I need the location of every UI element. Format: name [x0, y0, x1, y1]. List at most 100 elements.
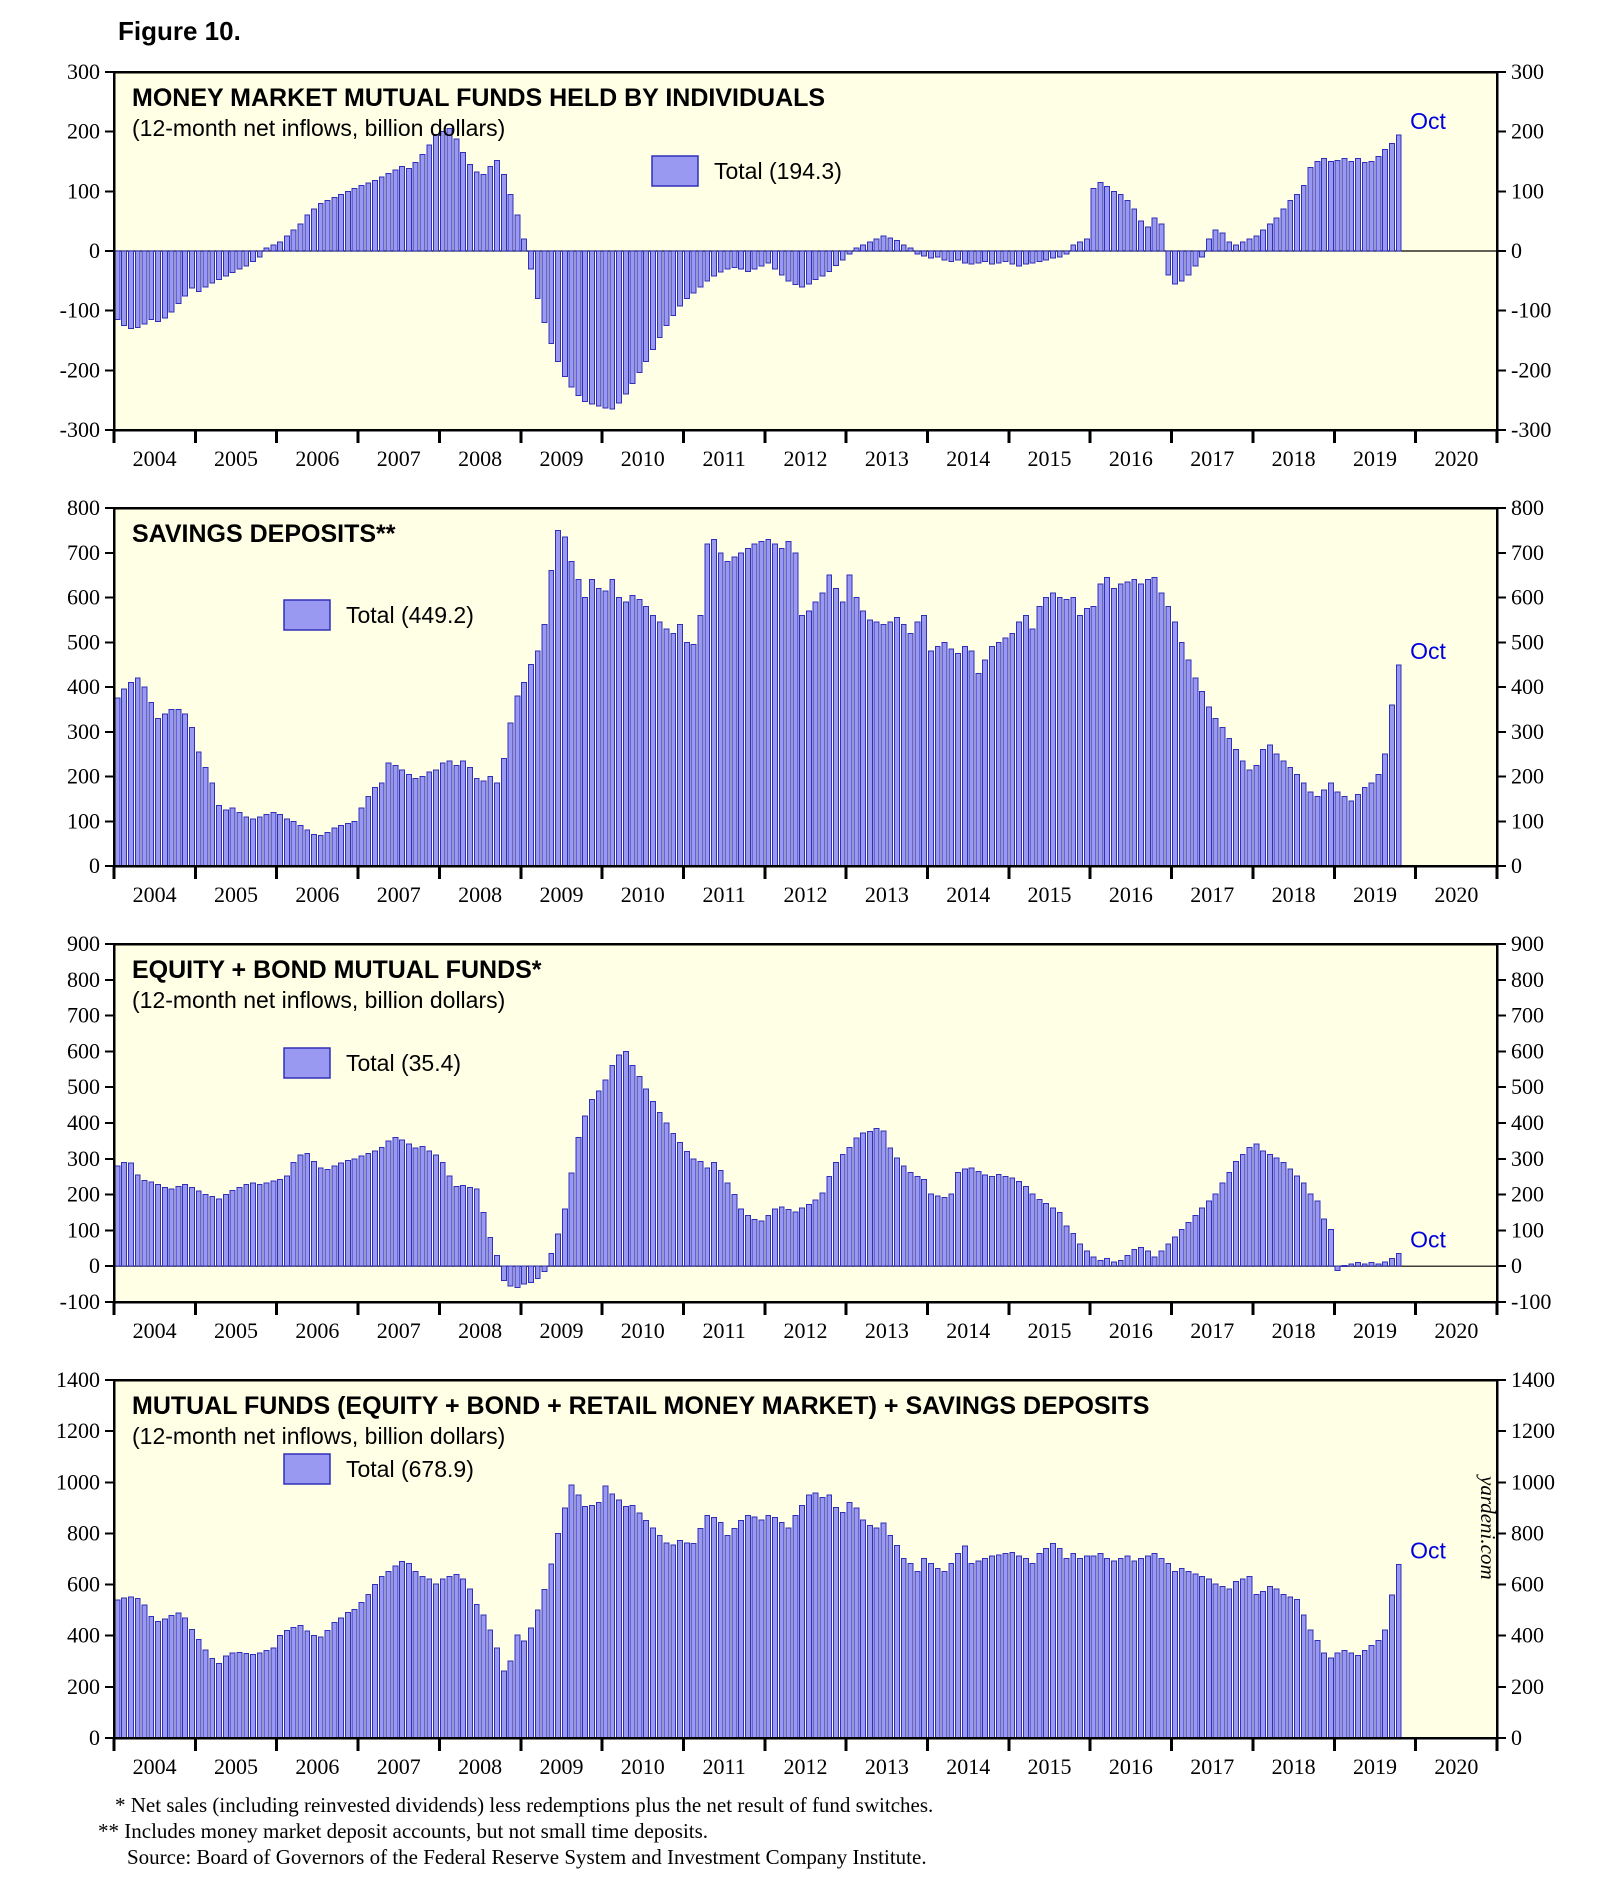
bar [202, 250, 209, 288]
bar [1212, 1193, 1219, 1267]
bar [1036, 1199, 1043, 1267]
bar [1104, 186, 1111, 252]
bar [1327, 1229, 1334, 1267]
bar [161, 713, 168, 867]
bar [1056, 250, 1063, 258]
bar [1111, 1560, 1117, 1739]
bar [805, 610, 812, 867]
bar [1097, 1552, 1104, 1739]
bar [656, 250, 663, 339]
bar [541, 250, 548, 324]
bar [1063, 1225, 1070, 1267]
y-axis-label-right: -100 [1511, 1289, 1551, 1314]
bar [758, 1519, 765, 1739]
bar [589, 1504, 595, 1739]
bar [792, 1211, 799, 1267]
bar [799, 614, 806, 867]
bar [819, 592, 826, 867]
bar [738, 552, 745, 867]
bar [297, 1624, 304, 1739]
bar [643, 605, 650, 867]
bar [982, 250, 989, 263]
bar [290, 1161, 297, 1267]
bar [548, 250, 555, 344]
y-axis-label-right: 300 [1511, 1146, 1544, 1171]
legend-swatch [283, 599, 331, 631]
bar [527, 1627, 534, 1739]
bar [270, 1647, 277, 1739]
bar [595, 1090, 602, 1267]
y-axis-label-left: 100 [67, 178, 100, 203]
bar [853, 1137, 860, 1267]
bar [1355, 1655, 1361, 1739]
bar [982, 1557, 989, 1739]
bar [894, 1545, 900, 1739]
bar [521, 1640, 528, 1739]
bar [656, 1111, 663, 1267]
y-axis-label-right: 700 [1511, 540, 1544, 565]
bar [643, 1088, 650, 1267]
bar [209, 1658, 216, 1739]
bar [480, 1614, 487, 1739]
bar [1375, 773, 1382, 867]
bar [1111, 190, 1117, 252]
bar [866, 1524, 873, 1739]
bar [785, 1527, 792, 1739]
bar [460, 1185, 467, 1267]
bar [568, 250, 575, 388]
bar [1273, 753, 1280, 867]
x-axis-label: 2010 [621, 1318, 665, 1343]
bar [683, 1542, 690, 1739]
bar [168, 1614, 175, 1739]
bar [507, 1265, 514, 1287]
bar [1334, 791, 1341, 867]
bar [616, 250, 623, 404]
bar [995, 1554, 1002, 1739]
bar [744, 1214, 751, 1267]
bar [1246, 769, 1253, 867]
bar [453, 1573, 460, 1739]
bar [1083, 1250, 1090, 1267]
bar [466, 767, 473, 867]
bar [344, 190, 351, 252]
bar [1307, 1629, 1314, 1739]
bar [1185, 659, 1192, 867]
y-axis-label-right: 600 [1511, 1038, 1544, 1063]
y-axis-label-right: 700 [1511, 1003, 1544, 1028]
bar [473, 171, 480, 252]
chart-panel-3: -100 -100 0 0 100 100 200 200 300 300 400 400 500 500… [60, 931, 1552, 1343]
y-axis-label-right: -200 [1511, 357, 1551, 382]
bar [1090, 187, 1097, 252]
bar [853, 1507, 860, 1739]
bar [866, 619, 873, 867]
bar [1239, 760, 1246, 867]
bar [148, 1616, 155, 1739]
bar [1151, 1256, 1158, 1267]
bar [1158, 1557, 1165, 1739]
bar [243, 250, 250, 267]
bar [683, 1151, 690, 1267]
bar [1124, 1555, 1131, 1739]
x-axis-label: 2005 [214, 882, 258, 907]
y-axis-label-left: 0 [89, 238, 100, 263]
bar [507, 193, 514, 252]
bar [229, 250, 236, 273]
legend-label: Total (678.9) [346, 1456, 474, 1482]
bar [1050, 1207, 1056, 1267]
bar [527, 250, 534, 270]
y-axis-label-left: 600 [67, 1572, 100, 1597]
bar [1029, 1193, 1036, 1267]
bar [975, 1170, 982, 1267]
bar [222, 1655, 229, 1739]
bar [311, 208, 317, 252]
bar [155, 250, 162, 322]
bar [1104, 1557, 1111, 1739]
bar [846, 1146, 853, 1267]
bar [636, 1075, 643, 1267]
bar [853, 247, 860, 252]
x-axis-label: 2010 [621, 882, 665, 907]
bar [778, 1522, 785, 1739]
bar [1327, 782, 1334, 867]
bar [839, 1154, 846, 1267]
legend-swatch [283, 1047, 331, 1079]
